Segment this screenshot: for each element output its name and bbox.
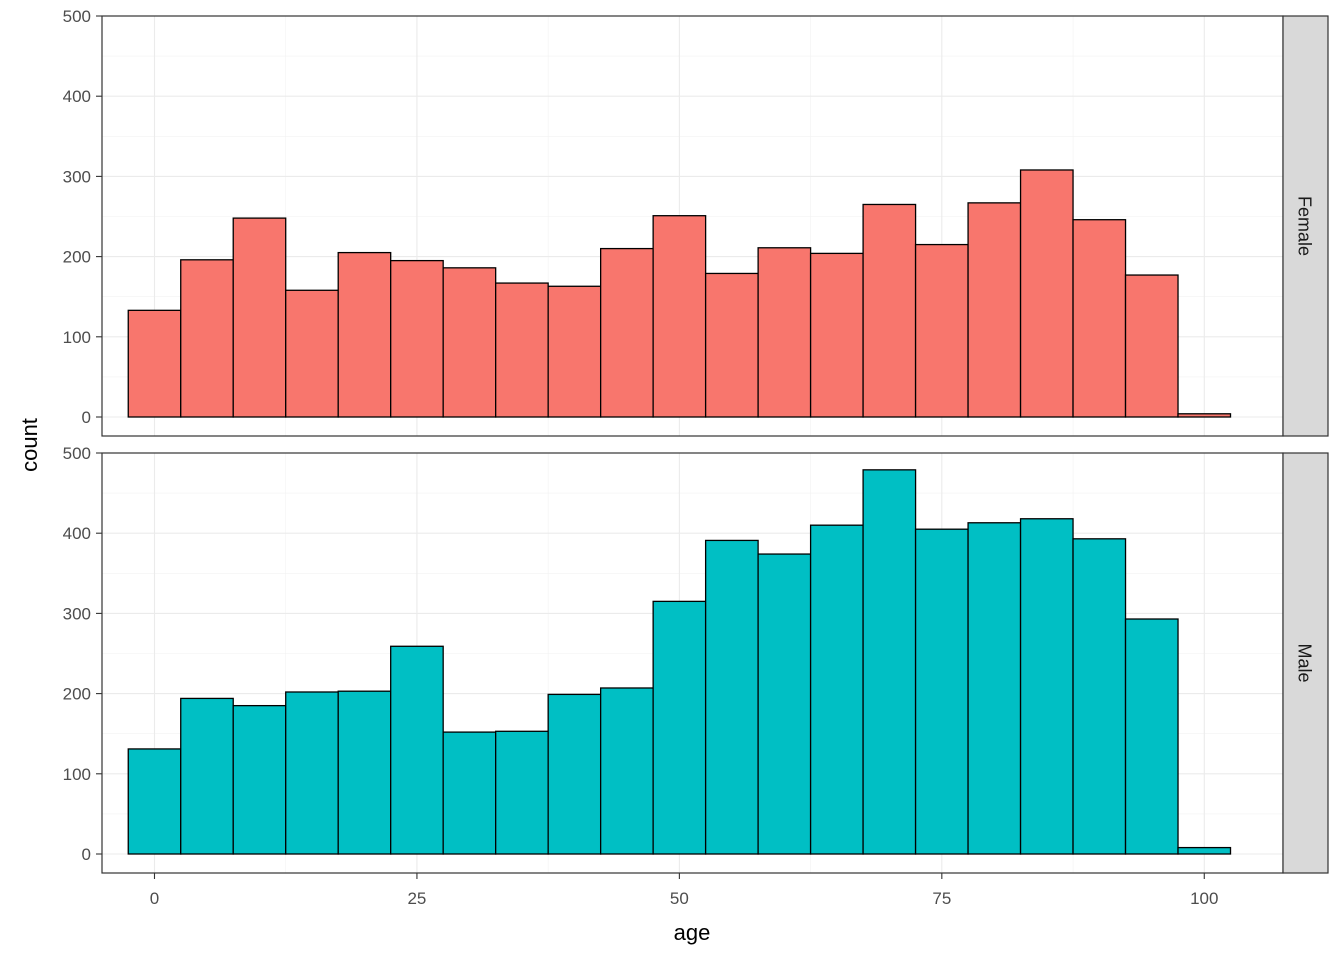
bar-female-20: [337, 251, 392, 418]
y-tick-label: 100: [63, 328, 91, 347]
facet-strip-label-female: Female: [1295, 196, 1315, 256]
y-tick-label: 0: [82, 845, 91, 864]
bar-male-55: [704, 539, 759, 855]
y-axis-title: count: [17, 418, 42, 472]
bar-male-20: [337, 690, 392, 855]
y-tick-label: 100: [63, 765, 91, 784]
bar-female-90: [1072, 219, 1127, 418]
bar-male-35: [495, 730, 549, 855]
bar-male-0: [127, 748, 182, 855]
bar-male-65: [809, 524, 864, 855]
x-axis: 0 25 50 75 100: [150, 873, 1218, 908]
bar-female-95: [1124, 274, 1179, 418]
bar-female-55: [704, 272, 759, 418]
bar-male-45: [599, 687, 654, 855]
bar-female-100: [1177, 413, 1232, 418]
bar-male-100: [1177, 846, 1232, 855]
bar-female-65: [809, 252, 864, 418]
bar-female-60: [757, 247, 812, 418]
bar-female-80: [967, 202, 1022, 418]
y-tick-label: 200: [63, 248, 91, 267]
x-tick-label: 50: [670, 889, 689, 908]
bar-male-30: [442, 731, 497, 855]
bar-male-75: [914, 528, 969, 855]
panel-male: 0 100 200 300 400 500 Male: [63, 444, 1329, 874]
bar-male-50: [652, 600, 707, 855]
bar-male-85: [1019, 518, 1074, 855]
x-axis-title: age: [674, 920, 711, 945]
bar-female-45: [599, 247, 654, 418]
y-tick-label: 400: [63, 524, 91, 543]
x-tick-label: 75: [932, 889, 951, 908]
y-tick-label: 200: [63, 685, 91, 704]
facet-strip: [1282, 452, 1329, 874]
bar-male-60: [757, 553, 812, 855]
x-tick-label: 25: [407, 889, 426, 908]
panels: 0100200300400500Female0100200300400500Ma…: [63, 7, 1329, 908]
bar-female-30: [442, 267, 497, 418]
bar-male-95: [1124, 618, 1179, 855]
bar-female-25: [390, 259, 444, 418]
bar-male-25: [390, 645, 444, 855]
x-tick-label: 0: [150, 889, 159, 908]
facet-strip: [1282, 15, 1329, 437]
facet-strip-label-male: Male: [1295, 643, 1315, 682]
y-tick-label: 300: [63, 604, 91, 623]
bar-female-50: [652, 215, 707, 418]
y-tick-label: 300: [63, 167, 91, 186]
bar-female-10: [232, 217, 287, 418]
bar-female-35: [495, 282, 549, 418]
bar-female-0: [127, 309, 182, 418]
y-tick-label: 400: [63, 87, 91, 106]
bar-male-80: [967, 522, 1022, 855]
bar-female-40: [547, 285, 602, 418]
y-tick-label: 0: [82, 408, 91, 427]
x-tick-label: 100: [1190, 889, 1218, 908]
bar-female-70: [862, 203, 917, 418]
bar-male-40: [547, 693, 602, 855]
bar-male-90: [1072, 538, 1127, 855]
bar-male-15: [285, 691, 339, 855]
bar-male-70: [862, 469, 917, 855]
bar-female-15: [285, 289, 339, 418]
y-tick-label: 500: [63, 444, 91, 463]
y-tick-label: 500: [63, 7, 91, 26]
bar-male-5: [180, 697, 234, 855]
bar-female-5: [180, 259, 234, 418]
bar-female-85: [1019, 169, 1074, 418]
bar-male-10: [232, 704, 287, 855]
bar-female-75: [914, 243, 969, 418]
panel-female: 0 100 200 300 400 500 Female: [63, 7, 1329, 437]
